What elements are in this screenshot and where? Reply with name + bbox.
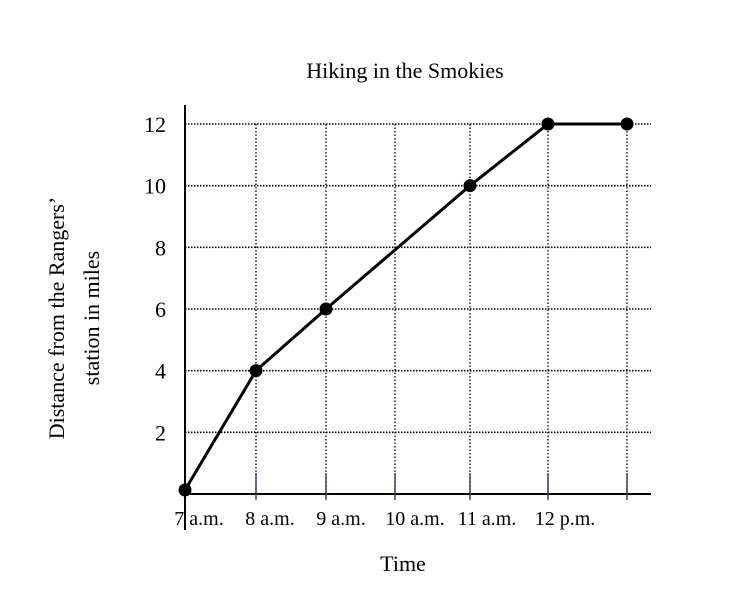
x-tick-label: 12 p.m. (535, 508, 596, 530)
x-tick-label: 9 a.m. (316, 508, 365, 530)
y-tick-label: 4 (155, 359, 166, 384)
data-point (319, 302, 333, 316)
x-tick-label: 11 a.m. (458, 508, 517, 530)
y-axis-label: Distance from the Rangers’ station in mi… (44, 197, 104, 440)
y-tick-label: 12 (144, 112, 166, 137)
data-point (249, 364, 263, 378)
grid (185, 123, 651, 494)
data-point (620, 117, 634, 131)
x-axis-label: Time (380, 551, 426, 576)
axes (184, 105, 651, 530)
data-point (541, 117, 555, 131)
x-tick-label: 10 a.m. (385, 508, 444, 530)
data-point (178, 483, 192, 497)
y-tick-label: 2 (155, 420, 166, 445)
y-tick-label: 6 (155, 297, 166, 322)
x-axis-ticks: 7 a.m. 8 a.m. 9 a.m. 10 a.m. 11 a.m. 12 p.m. (174, 473, 628, 530)
y-axis-label-line-1: Distance from the Rangers’ (44, 197, 69, 440)
series-line (183, 122, 627, 491)
x-tick-label: 8 a.m. (245, 508, 294, 530)
y-tick-label: 8 (155, 235, 166, 260)
series (178, 117, 634, 497)
y-axis-ticks: 2 4 6 8 10 12 (144, 112, 166, 445)
y-tick-label: 10 (144, 174, 166, 199)
data-point (463, 179, 477, 193)
chart-title: Hiking in the Smokies (306, 58, 503, 83)
x-tick-label: 7 a.m. (174, 508, 223, 530)
y-axis-label-line-2: station in miles (79, 251, 104, 385)
